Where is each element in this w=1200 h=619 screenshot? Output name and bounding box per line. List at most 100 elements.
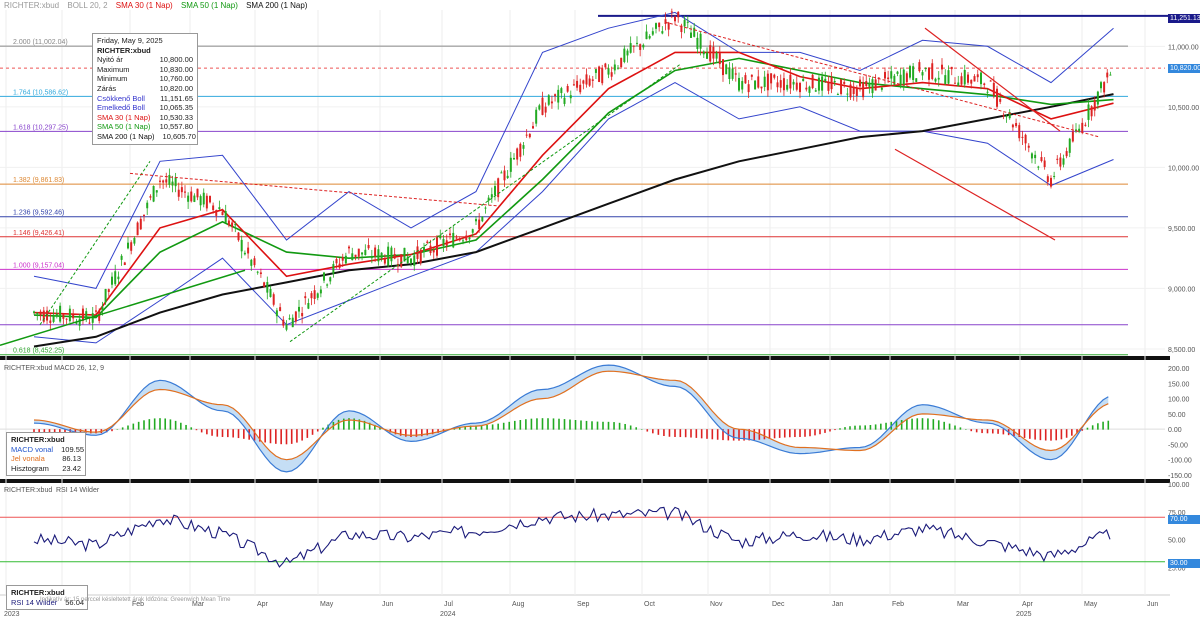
- candle-body: [976, 74, 979, 78]
- macd-histogram-bar: [668, 429, 671, 437]
- candle-body: [462, 240, 464, 242]
- macd-histogram-bar: [700, 429, 703, 439]
- candle-body: [78, 318, 81, 326]
- rsi-box-symbol: RICHTER:xbud: [11, 588, 65, 597]
- trendline: [664, 21, 1101, 138]
- candle-body: [1090, 106, 1093, 117]
- candle-body: [741, 81, 744, 90]
- candle-body: [187, 195, 190, 202]
- rsi-y-tick: 100.00: [1168, 482, 1190, 489]
- macd-row-value: 109.55: [61, 444, 85, 454]
- candle-body: [98, 310, 101, 321]
- candle-body: [817, 77, 820, 91]
- macd-histogram-bar: [491, 424, 494, 430]
- candle-body: [852, 86, 855, 95]
- candle-body: [1024, 134, 1027, 144]
- info-row-value: 10,065.35: [159, 103, 193, 113]
- candle-body: [921, 72, 924, 76]
- candle-body: [1096, 91, 1099, 105]
- x-tick-label: Jun: [382, 601, 393, 608]
- candle-body: [821, 76, 824, 91]
- candle-body: [279, 307, 282, 312]
- macd-histogram-bar: [758, 429, 761, 440]
- macd-histogram-bar: [937, 420, 940, 430]
- candle-body: [1062, 158, 1065, 165]
- macd-histogram-bar: [200, 429, 203, 433]
- macd-histogram-bar: [1081, 429, 1084, 431]
- candle-body: [718, 53, 721, 65]
- candle-body: [525, 134, 528, 136]
- candle-body: [620, 57, 623, 68]
- macd-histogram-bar: [379, 427, 381, 430]
- candle-body: [928, 67, 930, 80]
- x-tick-label: Feb: [892, 601, 904, 608]
- year-label: 2023: [4, 611, 20, 618]
- candle-body: [661, 31, 664, 34]
- info-symbol: RICHTER:xbud: [97, 45, 151, 55]
- candle-body: [667, 22, 670, 30]
- candle-body: [868, 83, 871, 87]
- macd-histogram-bar: [280, 429, 282, 445]
- candle-body: [957, 82, 960, 87]
- candle-body: [107, 289, 110, 292]
- candle-body: [1021, 136, 1024, 138]
- candle-body: [68, 308, 71, 322]
- macd-histogram-bar: [943, 421, 945, 430]
- legend-symbol: RICHTER:xbud: [4, 1, 60, 10]
- macd-row-value: 86.13: [62, 454, 81, 464]
- candle-body: [332, 264, 335, 274]
- candle-body: [429, 245, 432, 254]
- candle-body: [572, 84, 575, 86]
- macd-y-tick: -50.00: [1168, 442, 1188, 449]
- candle-body: [884, 72, 886, 79]
- macd-histogram-bar: [59, 429, 61, 434]
- info-row: Nyitó ár 10,800.00: [97, 55, 193, 65]
- candle-body: [655, 23, 657, 29]
- candle-body: [380, 252, 383, 259]
- candle-body: [566, 85, 569, 92]
- candle-body: [541, 97, 544, 115]
- candle-body: [1027, 145, 1030, 148]
- macd-histogram-bar: [906, 419, 908, 430]
- macd-histogram-bar: [932, 419, 935, 430]
- macd-histogram-bar: [716, 429, 719, 440]
- candle-body: [980, 72, 982, 85]
- y-tick-label: 8,500.00: [1168, 347, 1195, 354]
- candle-body: [591, 79, 594, 81]
- macd-histogram-bar: [663, 429, 665, 437]
- macd-histogram-bar: [530, 418, 533, 430]
- candle-body: [323, 272, 325, 281]
- x-tick-label: Sep: [577, 601, 590, 608]
- candle-body: [941, 64, 943, 70]
- candle-body: [604, 63, 607, 68]
- ohlc-info-box: Friday, May 9, 2025 RICHTER:xbud Nyitó á…: [92, 33, 198, 145]
- candle-body: [516, 148, 519, 160]
- candle-body: [632, 45, 635, 47]
- rsi-box-value: 56.04: [65, 597, 85, 607]
- macd-histogram-bar: [221, 429, 224, 437]
- macd-histogram-bar: [679, 429, 682, 438]
- candle-body: [859, 79, 861, 87]
- candle-body: [344, 255, 347, 264]
- info-row: Csökkenő Boll 11,151.65: [97, 94, 193, 104]
- candle-body: [263, 282, 266, 287]
- candle-body: [218, 207, 221, 210]
- macd-histogram-bar: [1034, 429, 1036, 440]
- boll-upper-line: [33, 11, 1114, 289]
- candle-body: [973, 76, 976, 82]
- candle-body: [1056, 158, 1059, 160]
- macd-histogram-bar: [525, 419, 527, 430]
- macd-histogram-bar: [105, 429, 108, 433]
- candle-body: [377, 249, 380, 262]
- candle-body: [522, 145, 525, 149]
- candle-body: [924, 68, 927, 70]
- candle-body: [237, 232, 240, 241]
- candle-body: [272, 294, 275, 305]
- candle-body: [750, 74, 753, 77]
- candle-body: [642, 44, 645, 48]
- macd-histogram-bar: [206, 429, 208, 435]
- sma200-line: [33, 93, 1114, 348]
- macd-y-tick: 50.00: [1168, 412, 1186, 419]
- macd-histogram-bar: [640, 429, 643, 430]
- candle-body: [419, 249, 422, 264]
